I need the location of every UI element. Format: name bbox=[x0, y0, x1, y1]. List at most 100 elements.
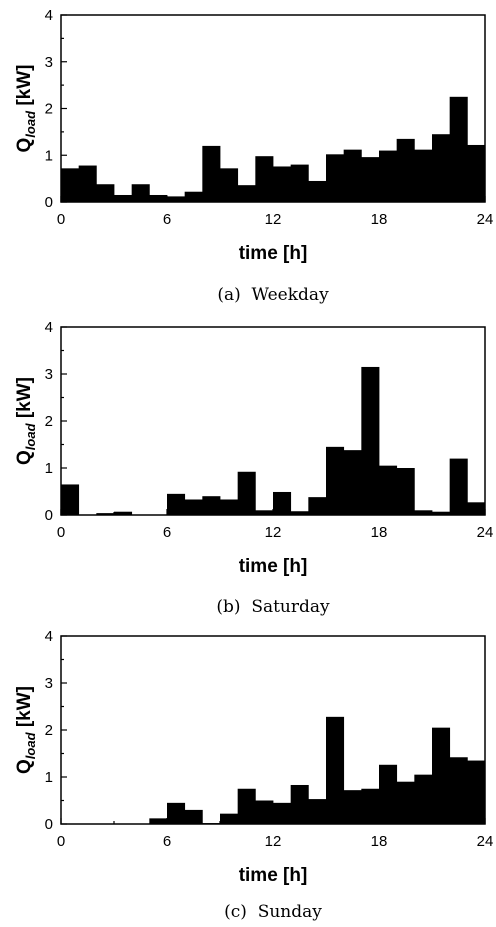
bar-hour-17 bbox=[361, 788, 380, 824]
bar-hour-20 bbox=[414, 510, 433, 515]
bar-hour-19 bbox=[396, 138, 415, 202]
y-tick-label: 2 bbox=[45, 101, 53, 118]
x-axis-title: time [h] bbox=[239, 556, 308, 577]
bar-hour-11 bbox=[255, 510, 274, 515]
y-axis-symbol: Q bbox=[14, 138, 35, 153]
x-tick-label: 12 bbox=[265, 524, 282, 541]
bar-hour-20 bbox=[414, 149, 433, 202]
bar-hour-16 bbox=[343, 790, 362, 824]
y-tick-label: 3 bbox=[45, 54, 53, 71]
y-tick-label: 0 bbox=[45, 194, 53, 211]
y-tick-label: 0 bbox=[45, 816, 53, 833]
bar-hour-18 bbox=[379, 465, 398, 515]
x-tick-label: 6 bbox=[163, 833, 171, 850]
y-tick-label: 1 bbox=[45, 460, 53, 477]
bar-hour-11 bbox=[255, 156, 274, 202]
x-tick-label: 12 bbox=[265, 211, 282, 228]
y-axis-title: Qload [kW] bbox=[14, 686, 38, 774]
bar-hour-12 bbox=[273, 802, 292, 824]
bar-hour-12 bbox=[273, 166, 292, 202]
bar-hour-7 bbox=[184, 809, 203, 824]
bar-hour-19 bbox=[396, 468, 415, 515]
y-tick-label: 3 bbox=[45, 366, 53, 383]
y-axis-unit: [kW] bbox=[14, 686, 35, 732]
bar-hour-5 bbox=[149, 818, 168, 824]
bar-hour-9 bbox=[220, 499, 239, 515]
x-axis-title: time [h] bbox=[239, 865, 308, 886]
bar-hour-9 bbox=[220, 813, 239, 824]
bar-hour-17 bbox=[361, 157, 380, 202]
bar-hour-15 bbox=[326, 716, 345, 824]
bar-hour-10 bbox=[237, 471, 256, 515]
bar-hour-21 bbox=[432, 727, 451, 824]
y-axis-unit: [kW] bbox=[14, 377, 35, 423]
bar-hour-7 bbox=[184, 499, 203, 515]
bar-hour-13 bbox=[290, 164, 309, 202]
x-tick-label: 18 bbox=[371, 524, 388, 541]
y-axis-subscript: load bbox=[23, 731, 38, 759]
bar-hour-16 bbox=[343, 149, 362, 202]
bar-hour-18 bbox=[379, 150, 398, 202]
bar-hour-23 bbox=[467, 502, 486, 515]
bar-hour-0 bbox=[61, 168, 80, 202]
bar-hour-13 bbox=[290, 511, 309, 515]
y-tick-label: 1 bbox=[45, 147, 53, 164]
panel-caption: (a) Weekday bbox=[217, 285, 329, 305]
bar-hour-8 bbox=[202, 496, 221, 515]
bar-hour-4 bbox=[131, 184, 150, 202]
bar-hour-22 bbox=[449, 757, 468, 824]
x-axis-title: time [h] bbox=[239, 243, 308, 264]
y-tick-label: 4 bbox=[45, 628, 53, 645]
bar-hour-12 bbox=[273, 491, 292, 515]
bar-hour-17 bbox=[361, 366, 380, 515]
panel-caption: (c) Sunday bbox=[224, 902, 322, 922]
x-tick-label: 6 bbox=[163, 211, 171, 228]
x-tick-label: 18 bbox=[371, 833, 388, 850]
panel-caption: (b) Saturday bbox=[216, 597, 330, 617]
x-tick-label: 24 bbox=[477, 211, 494, 228]
bar-hour-8 bbox=[202, 145, 221, 202]
bar-hour-14 bbox=[308, 799, 327, 824]
bar-hour-10 bbox=[237, 788, 256, 824]
bar-hour-13 bbox=[290, 784, 309, 824]
bar-hour-22 bbox=[449, 96, 468, 202]
y-tick-label: 4 bbox=[45, 319, 53, 336]
bar-hour-15 bbox=[326, 154, 345, 202]
y-axis-title: Qload [kW] bbox=[14, 65, 38, 153]
bar-hour-2 bbox=[96, 513, 115, 515]
y-tick-label: 2 bbox=[45, 413, 53, 430]
bar-hour-3 bbox=[114, 511, 133, 515]
bar-hour-14 bbox=[308, 180, 327, 202]
y-tick-label: 2 bbox=[45, 722, 53, 739]
y-tick-label: 3 bbox=[45, 675, 53, 692]
bar-hour-19 bbox=[396, 781, 415, 824]
bar-hour-22 bbox=[449, 458, 468, 515]
bar-hour-15 bbox=[326, 446, 345, 515]
bar-hour-18 bbox=[379, 764, 398, 824]
bar-hour-9 bbox=[220, 168, 239, 202]
x-tick-label: 12 bbox=[265, 833, 282, 850]
y-axis-symbol: Q bbox=[14, 450, 35, 465]
x-tick-label: 0 bbox=[57, 524, 65, 541]
bar-hour-21 bbox=[432, 134, 451, 202]
y-axis-subscript: load bbox=[23, 110, 38, 138]
bar-hour-16 bbox=[343, 450, 362, 515]
y-axis-title: Qload [kW] bbox=[14, 377, 38, 465]
bar-hour-6 bbox=[167, 493, 186, 515]
bar-hour-0 bbox=[61, 484, 80, 515]
y-axis-subscript: load bbox=[23, 422, 38, 450]
y-tick-label: 4 bbox=[45, 7, 53, 24]
bar-hour-7 bbox=[184, 191, 203, 202]
bar-hour-1 bbox=[78, 165, 97, 202]
x-tick-label: 24 bbox=[477, 833, 494, 850]
bar-hour-5 bbox=[149, 194, 168, 202]
bar-hour-20 bbox=[414, 774, 433, 824]
bar-hour-21 bbox=[432, 511, 451, 515]
bar-hour-6 bbox=[167, 196, 186, 202]
bar-hour-3 bbox=[114, 194, 133, 202]
x-tick-label: 18 bbox=[371, 211, 388, 228]
